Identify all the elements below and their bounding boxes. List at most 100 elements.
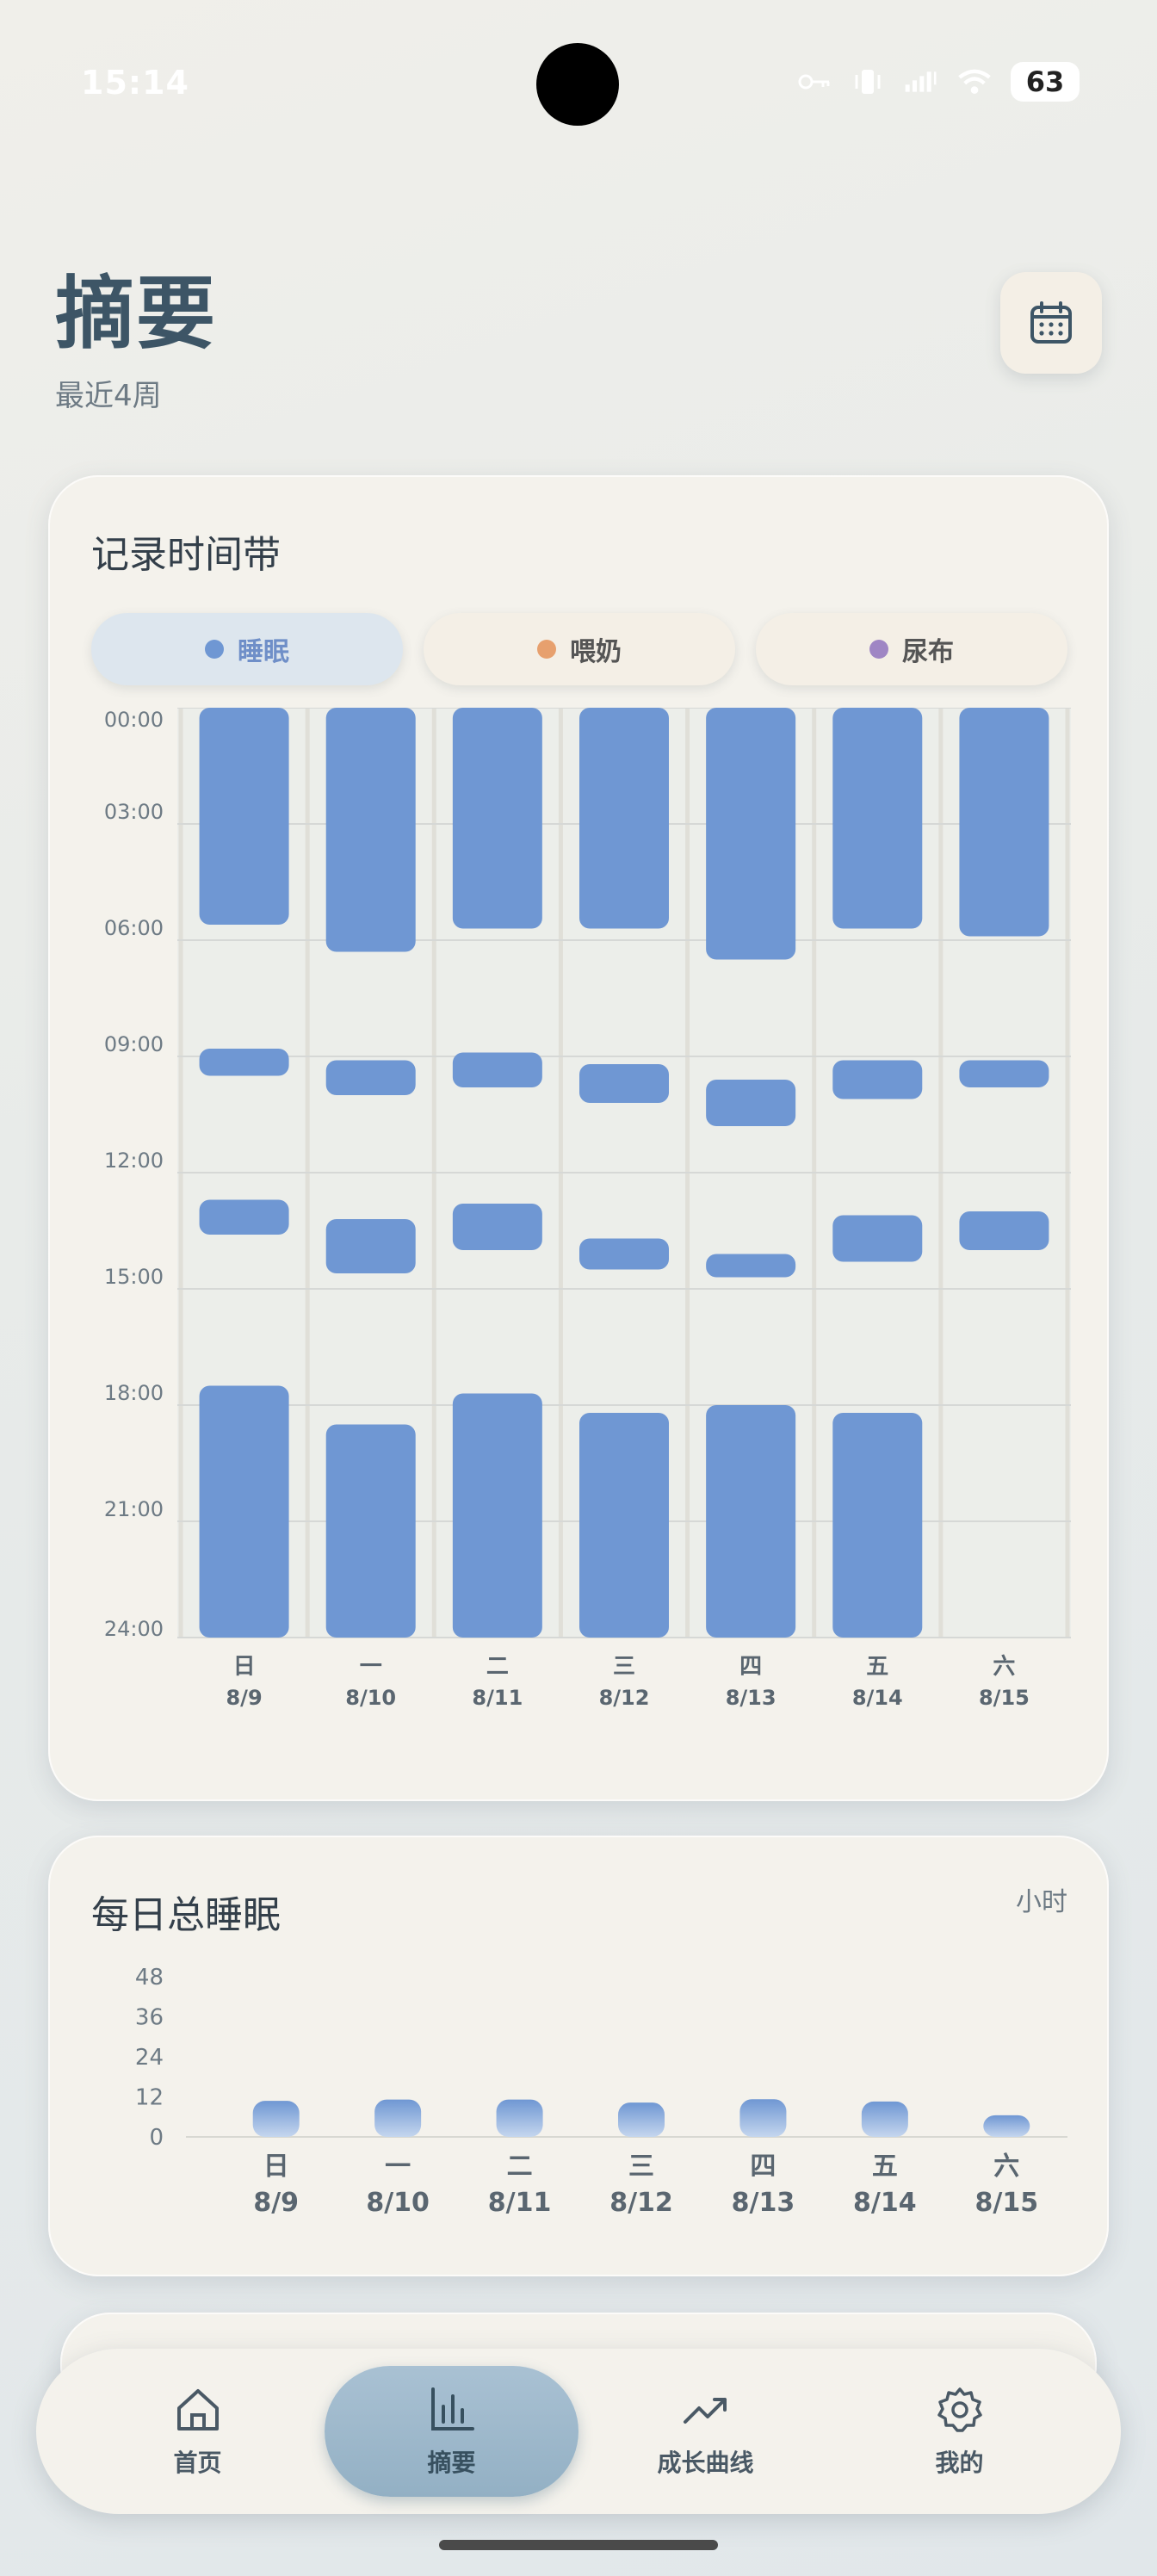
key-icon <box>797 65 832 99</box>
y-tick-label: 00:00 <box>104 708 164 732</box>
legend: 睡眠 喂奶 尿布 <box>91 613 1067 685</box>
sleep-segment <box>706 1080 796 1126</box>
page-subtitle: 最近4周 <box>55 379 162 413</box>
timeline-card: 记录时间带 睡眠 喂奶 尿布 00:00 03:00 06:00 09:00 12:00… <box>48 475 1109 1801</box>
sleep-bar <box>374 2099 422 2137</box>
y-tick-label: 09:00 <box>104 1032 164 1056</box>
y-tick-label: 12:00 <box>104 1149 164 1173</box>
status-icons: 63 <box>797 62 1080 102</box>
sleep-segment <box>325 1424 416 1638</box>
diaper-dot <box>869 640 888 659</box>
legend-label-feeding: 喂奶 <box>570 637 622 667</box>
nav-item-summary[interactable]: 摘要 <box>325 2366 578 2497</box>
status-bar: 15:14 63 <box>0 0 1157 172</box>
x-weekday-label: 一 <box>385 2152 411 2182</box>
x-date-label: 8/10 <box>366 2188 430 2218</box>
unit-label: 小时 <box>1016 1887 1067 1917</box>
x-weekday-label: 三 <box>613 1654 635 1680</box>
legend-label-diaper: 尿布 <box>902 637 954 667</box>
home-icon <box>176 2389 219 2430</box>
x-date-label: 8/10 <box>345 1686 396 1710</box>
y-tick-label: 24:00 <box>104 1617 164 1641</box>
y-tick-label: 21:00 <box>104 1497 164 1521</box>
x-weekday-label: 二 <box>486 1654 509 1680</box>
sleep-segment <box>832 708 923 929</box>
nav-label-summary: 摘要 <box>427 2449 476 2477</box>
sleep-segment <box>832 1060 923 1099</box>
sleep-segment <box>452 708 542 929</box>
sleep-segment <box>199 708 289 925</box>
x-date-label: 8/11 <box>472 1686 523 1710</box>
gear-icon <box>937 2387 982 2432</box>
battery-indicator: 63 <box>1011 62 1080 102</box>
page-title: 摘要 <box>55 268 218 360</box>
x-weekday-label: 二 <box>507 2152 533 2182</box>
y-tick-label: 48 <box>135 1965 164 1991</box>
sleep-segment <box>452 1204 542 1250</box>
x-weekday-label: 日 <box>233 1654 256 1680</box>
x-date-label: 8/13 <box>726 1686 776 1710</box>
x-weekday-label: 五 <box>866 1654 888 1680</box>
timeline-chart: 00:00 03:00 06:00 09:00 12:00 15:00 18:00 21:00… <box>104 708 1071 1710</box>
sleep-segment <box>579 1413 669 1638</box>
calendar-button[interactable] <box>1000 272 1102 374</box>
x-weekday-label: 六 <box>993 2152 1019 2182</box>
sleep-segment <box>199 1199 289 1235</box>
sleep-dot <box>205 640 224 659</box>
legend-chip-diaper[interactable]: 尿布 <box>756 613 1067 685</box>
sleep-segment <box>832 1215 923 1262</box>
nav-label-home: 首页 <box>173 2449 222 2477</box>
y-tick-label: 15:00 <box>104 1265 164 1289</box>
sleep-bar <box>739 2099 787 2137</box>
sleep-segment <box>706 708 796 960</box>
y-tick-label: 03:00 <box>104 800 164 824</box>
x-weekday-label: 日 <box>263 2152 289 2182</box>
x-date-label: 8/14 <box>852 1686 903 1710</box>
nav-label-me: 我的 <box>935 2449 984 2477</box>
nav-item-home[interactable]: 首页 <box>71 2366 325 2497</box>
x-weekday-label: 五 <box>872 2152 898 2182</box>
y-tick-label: 06:00 <box>104 916 164 940</box>
timeline-title: 记录时间带 <box>91 533 281 577</box>
status-time: 15:14 <box>81 64 189 102</box>
sleep-bar <box>496 2099 543 2137</box>
nav-item-growth[interactable]: 成长曲线 <box>578 2366 832 2497</box>
nav-label-growth: 成长曲线 <box>657 2449 754 2477</box>
sleep-bar <box>861 2101 908 2137</box>
y-tick-label: 36 <box>135 2005 164 2031</box>
calendar-icon <box>1030 301 1072 344</box>
legend-chip-sleep[interactable]: 睡眠 <box>91 613 403 685</box>
nav-item-me[interactable]: 我的 <box>832 2366 1086 2497</box>
sleep-segment <box>706 1405 796 1638</box>
sleep-segment <box>706 1254 796 1278</box>
x-date-label: 8/14 <box>853 2188 917 2218</box>
sleep-segment <box>452 1052 542 1087</box>
sleep-segment <box>959 1211 1049 1250</box>
x-date-label: 8/15 <box>974 2188 1038 2218</box>
sleep-bar <box>618 2102 665 2137</box>
x-weekday-label: 六 <box>993 1654 1015 1680</box>
daily-sleep-card: 每日总睡眠 小时 0 12 24 36 48 日 8/9 一 8/10 二 8/11 三 8/12 四 8/… <box>48 1836 1109 2276</box>
x-date-label: 8/13 <box>732 2188 795 2218</box>
camera-cutout <box>536 43 619 126</box>
sleep-segment <box>579 1238 669 1270</box>
y-tick-label: 24 <box>135 2045 164 2071</box>
y-tick-label: 12 <box>135 2085 164 2111</box>
sleep-segment <box>452 1393 542 1638</box>
legend-chip-feeding[interactable]: 喂奶 <box>424 613 735 685</box>
x-date-label: 8/9 <box>226 1686 262 1710</box>
sleep-segment <box>579 1064 669 1103</box>
x-weekday-label: 三 <box>628 2152 654 2182</box>
x-weekday-label: 四 <box>739 1654 762 1680</box>
y-tick-label: 0 <box>149 2125 164 2151</box>
y-tick-label: 18:00 <box>104 1381 164 1405</box>
x-date-label: 8/12 <box>609 2188 673 2218</box>
sleep-segment <box>325 1219 416 1273</box>
legend-label-sleep: 睡眠 <box>238 637 289 667</box>
feeding-dot <box>537 640 556 659</box>
bar-chart-icon <box>430 2387 474 2430</box>
wifi-icon <box>957 65 992 99</box>
sleep-bar <box>252 2101 300 2137</box>
sleep-segment <box>199 1385 289 1638</box>
sleep-segment <box>959 1060 1049 1087</box>
